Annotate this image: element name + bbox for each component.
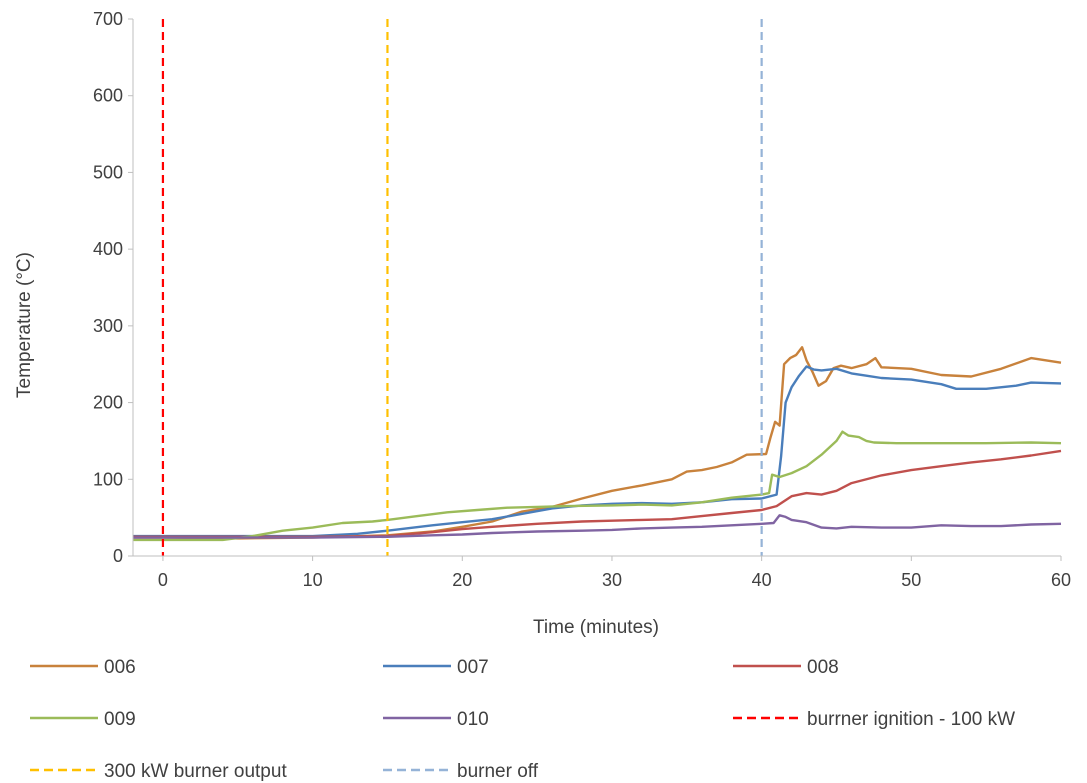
x-tick-label: 20 — [452, 570, 472, 590]
legend-item: 007 — [383, 657, 489, 678]
x-tick-label: 0 — [158, 570, 168, 590]
y-tick-label: 700 — [93, 9, 123, 29]
legend-item: 300 kW burner output — [30, 761, 287, 782]
series-line-006 — [133, 346, 1062, 540]
legend-label: burner off — [457, 761, 539, 782]
series-line-010 — [133, 514, 1062, 539]
legend-label: 300 kW burner output — [104, 761, 287, 782]
x-axis-title: Time (minutes) — [533, 617, 659, 638]
y-tick-label: 400 — [93, 239, 123, 259]
y-tick-label: 0 — [113, 546, 123, 566]
legend-label: 006 — [104, 657, 136, 678]
x-tick-label: 40 — [752, 570, 772, 590]
legend: 006 007 008 009 010 burrner ignition - 100 kW… — [30, 657, 1015, 782]
x-tick-label: 60 — [1051, 570, 1071, 590]
y-tick-label: 600 — [93, 86, 123, 106]
legend-item: 008 — [733, 657, 839, 678]
series-line-008 — [133, 449, 1062, 538]
legend-item: 006 — [30, 657, 136, 678]
legend-label: 010 — [457, 709, 489, 730]
x-tick-label: 30 — [602, 570, 622, 590]
y-tick-label: 500 — [93, 162, 123, 182]
y-axis-title: Temperature (°C) — [14, 252, 35, 398]
legend-label: 009 — [104, 709, 136, 730]
legend-label: burrner ignition - 100 kW — [807, 709, 1015, 730]
legend-label: 008 — [807, 657, 839, 678]
x-axis: 0 10 20 30 40 50 60 — [133, 555, 1071, 590]
legend-item: burner off — [383, 761, 539, 782]
series-line-009 — [133, 430, 1062, 542]
y-tick-label: 300 — [93, 316, 123, 336]
series-line-007 — [133, 365, 1062, 538]
legend-item: burrner ignition - 100 kW — [733, 709, 1015, 730]
plot-area — [133, 19, 1062, 556]
x-tick-label: 50 — [901, 570, 921, 590]
legend-label: 007 — [457, 657, 489, 678]
legend-item: 009 — [30, 709, 136, 730]
legend-item: 010 — [383, 709, 489, 730]
y-axis: 0 100 200 300 400 500 600 700 — [93, 9, 134, 566]
y-tick-label: 200 — [93, 393, 123, 413]
x-tick-label: 10 — [303, 570, 323, 590]
y-tick-label: 100 — [93, 469, 123, 489]
